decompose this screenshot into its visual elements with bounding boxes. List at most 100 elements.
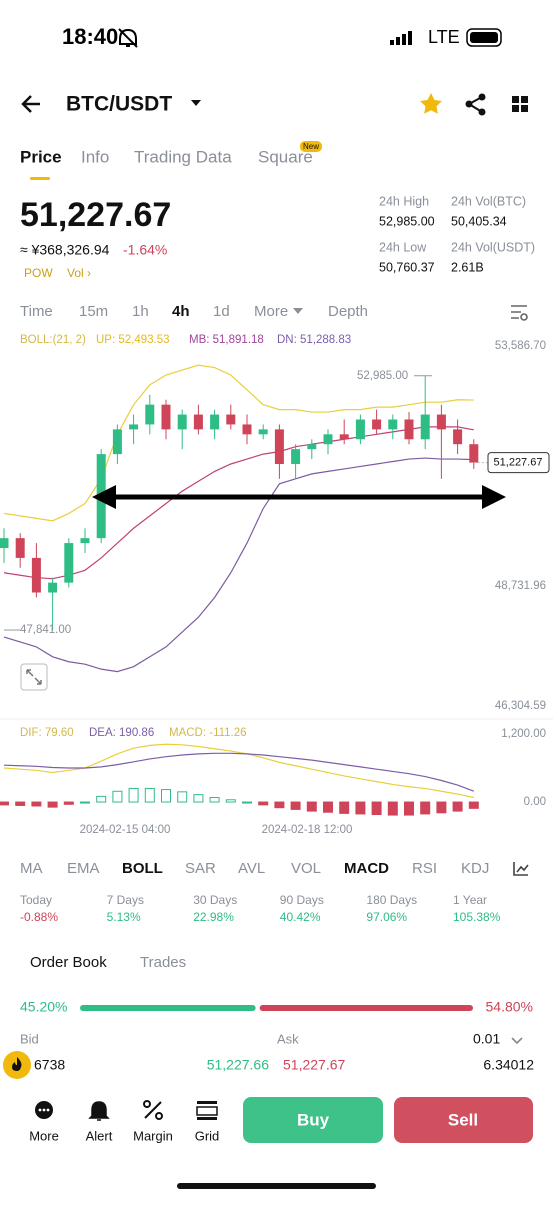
period-change: 40.42% <box>280 910 321 924</box>
nav-label[interactable]: Alert <box>86 1128 113 1143</box>
nav-label[interactable]: Margin <box>133 1128 173 1143</box>
candle-body <box>15 538 25 558</box>
dif-line <box>3 743 474 799</box>
sell-button[interactable] <box>394 1097 533 1143</box>
stat-value: 2.61B <box>451 260 484 274</box>
macd-bar <box>355 801 366 815</box>
timeframe[interactable]: Depth <box>328 303 368 320</box>
candle-body <box>323 434 333 445</box>
macd-bar <box>420 801 431 815</box>
buy-label[interactable]: Buy <box>297 1110 330 1129</box>
indicator[interactable]: MA <box>20 860 43 877</box>
indicator[interactable]: VOL <box>291 860 321 877</box>
precision[interactable]: 0.01 <box>473 1031 500 1047</box>
boll-up <box>3 364 474 522</box>
favorite-icon[interactable] <box>420 93 442 114</box>
stat-value: 50,405.34 <box>451 214 507 228</box>
more-icon[interactable] <box>35 1101 53 1119</box>
indicator[interactable]: EMA <box>67 860 100 877</box>
candle-body <box>388 419 398 430</box>
y-tick-label: 53,586.70 <box>495 340 546 352</box>
tab[interactable]: Square <box>258 147 313 166</box>
chart-settings-icon[interactable] <box>511 305 528 321</box>
tab[interactable]: Info <box>81 147 109 166</box>
last-price-label: 51,227.67 <box>494 457 543 469</box>
nav-label[interactable]: Grid <box>195 1128 220 1143</box>
bid-ratio: 45.20% <box>20 999 67 1015</box>
macd-bar <box>290 801 301 810</box>
tab[interactable]: Price <box>20 147 62 166</box>
stat-value: 52,985.00 <box>379 214 435 228</box>
candle-body <box>80 538 90 544</box>
macd-bar <box>258 801 269 806</box>
boll-legend: MB: 51,891.18 <box>189 334 264 346</box>
indicator[interactable]: AVL <box>238 860 265 877</box>
timeframe[interactable]: Time <box>20 303 53 320</box>
precision-dropdown[interactable] <box>511 1037 523 1045</box>
signal-icon <box>390 31 412 45</box>
network: LTE <box>428 27 460 47</box>
pair-title[interactable]: BTC/USDT <box>66 93 172 116</box>
boll-legend: UP: 52,493.53 <box>96 334 170 346</box>
macd-bar <box>0 801 9 806</box>
stat-label: 24h Low <box>379 240 427 254</box>
timeframe[interactable]: 15m <box>79 303 108 320</box>
indicator[interactable]: MACD <box>344 860 389 877</box>
last-price-tag <box>487 452 550 474</box>
indicator[interactable]: RSI <box>412 860 437 877</box>
tab-underline <box>30 177 50 180</box>
timeframe[interactable]: 1h <box>132 303 149 320</box>
nav-label[interactable]: More <box>29 1128 59 1143</box>
margin-icon[interactable] <box>143 1100 163 1120</box>
layout-icon[interactable] <box>512 96 528 112</box>
grid-icon[interactable] <box>196 1101 218 1120</box>
pair-dropdown[interactable] <box>191 100 201 106</box>
book-header: Ask <box>277 1031 299 1046</box>
date-label: 2024-02-18 12:00 <box>262 824 353 836</box>
book-tab[interactable]: Order Book <box>30 954 107 971</box>
macd-bar <box>436 801 447 814</box>
macd-legend: MACD: -111.26 <box>169 727 247 739</box>
period-label: Today <box>20 893 52 907</box>
macd-bar <box>161 789 171 803</box>
candle-body <box>274 429 284 464</box>
stat-value: 50,760.37 <box>379 260 435 274</box>
bid-price: 51,227.66 <box>207 1057 269 1073</box>
timeframe[interactable]: 4h <box>172 303 190 320</box>
indicator[interactable]: BOLL <box>122 860 163 877</box>
boll-legend: DN: 51,288.83 <box>277 334 351 346</box>
boll-mb <box>3 426 474 580</box>
fire-icon <box>12 1057 22 1071</box>
macd-legend: DIF: 79.60 <box>20 727 74 739</box>
indicator[interactable]: SAR <box>185 860 216 877</box>
indicator[interactable]: KDJ <box>461 860 489 877</box>
share-icon[interactable] <box>465 93 486 116</box>
candle-body <box>436 414 446 430</box>
timeframe[interactable]: More <box>254 303 288 320</box>
back-icon[interactable] <box>21 95 40 113</box>
home-indicator <box>177 1183 376 1189</box>
candle-body <box>404 419 414 440</box>
alert-icon[interactable] <box>88 1101 110 1121</box>
macd-bar <box>404 801 414 816</box>
candle-body <box>453 429 463 445</box>
buy-button[interactable] <box>243 1097 383 1143</box>
tab[interactable]: Trading Data <box>134 147 232 166</box>
indicator-settings-icon[interactable] <box>513 862 529 876</box>
macd-bar <box>387 801 398 816</box>
book-tab[interactable]: Trades <box>140 954 186 971</box>
macd-bar <box>63 801 74 805</box>
tab-badge: New <box>303 142 319 151</box>
timeframe[interactable]: 1d <box>213 303 230 320</box>
tag: POW <box>24 266 53 280</box>
expand-button[interactable] <box>20 663 48 691</box>
candle-body <box>129 424 139 430</box>
candle-body <box>145 404 155 425</box>
sell-label[interactable]: Sell <box>448 1110 478 1129</box>
macd-bar <box>47 801 58 808</box>
tag[interactable]: Vol › <box>67 266 91 280</box>
candle-body <box>339 434 349 440</box>
candle-body <box>372 419 382 430</box>
ask-bar <box>259 1005 473 1011</box>
